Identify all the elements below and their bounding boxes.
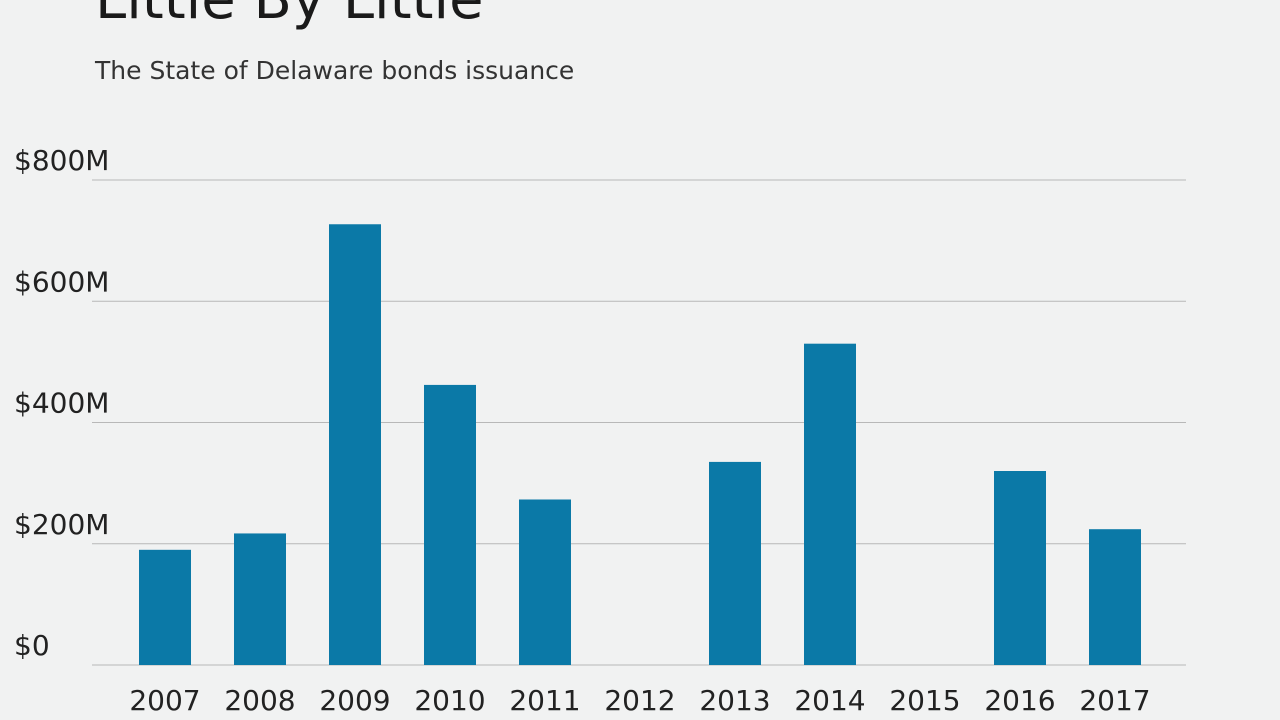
bar-2013 [709,461,761,665]
bar-2007 [139,549,191,665]
x-tick-label: 2011 [509,684,580,717]
bar-2016 [994,471,1046,665]
chart-subtitle: The State of Delaware bonds issuance [95,56,575,85]
y-tick-label: $800M [14,144,109,177]
x-tick-label: 2008 [224,684,295,717]
x-tick-label: 2014 [794,684,865,717]
y-tick-label: $400M [14,387,109,420]
x-tick-label: 2007 [129,684,200,717]
x-tick-label: 2013 [699,684,770,717]
chart-title: Little By Little [95,0,484,28]
y-tick-label: $600M [14,265,109,298]
bar-2017 [1089,529,1141,665]
x-tick-label: 2016 [984,684,1055,717]
x-tick-label: 2017 [1079,684,1150,717]
bar-2011 [519,499,571,665]
bar-2008 [234,533,286,665]
bar-2009 [329,224,381,665]
x-tick-label: 2009 [319,684,390,717]
x-tick-label: 2012 [604,684,675,717]
y-tick-label: $200M [14,508,109,541]
y-tick-label: $0 [14,629,50,662]
x-tick-label: 2010 [414,684,485,717]
bar-2010 [424,384,476,665]
x-tick-label: 2015 [889,684,960,717]
bar-2014 [804,343,856,665]
